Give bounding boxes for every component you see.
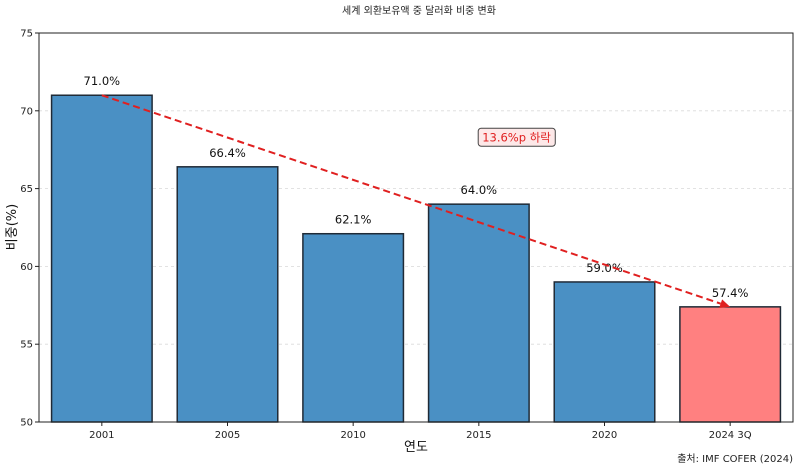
bar-2010 (302, 232, 405, 423)
annotation-box (477, 127, 556, 147)
bar-2024-3q (679, 306, 782, 423)
x-tick-label: 2001 (89, 430, 114, 441)
annotation-text: 13.6%p 하락 (482, 130, 551, 144)
bar-2015 (427, 203, 530, 423)
chart-title: 세계 외환보유액 중 달러화 비중 변화 (342, 5, 496, 17)
trend-arrow: 13.6%p 하락 (101, 94, 731, 308)
bar-2001 (50, 94, 153, 423)
source-note: 출처: IMF COFER (2024) (677, 453, 793, 465)
bar-2020 (553, 281, 656, 423)
y-tick-label: 70 (20, 106, 33, 117)
x-axis-ticks: 2001 2005 2010 2015 2020 2024 3Q (89, 422, 752, 441)
x-tick-label: 2015 (466, 430, 491, 441)
bar-value-label: 64.0% (461, 183, 498, 197)
bar-value-label: 66.4% (209, 146, 246, 160)
bars (50, 94, 782, 423)
x-tick-label: 2024 3Q (709, 430, 752, 441)
x-axis-label: 연도 (404, 440, 428, 455)
trend-line (101, 94, 722, 305)
bar-value-label: 62.1% (335, 213, 372, 227)
y-tick-label: 60 (20, 262, 33, 273)
bar-value-label: 59.0% (586, 261, 623, 275)
y-tick-label: 55 (20, 340, 33, 351)
bar-value-label: 57.4% (712, 286, 749, 300)
x-tick-label: 2005 (215, 430, 240, 441)
trend-annotation: 13.6%p 하락 (477, 127, 556, 147)
y-tick-label: 65 (20, 184, 33, 195)
x-tick-label: 2010 (340, 430, 365, 441)
x-tick-label: 2020 (592, 430, 617, 441)
bar-2005 (176, 166, 279, 423)
bar-value-label: 71.0% (84, 74, 121, 88)
y-axis-label: 비중(%) (5, 204, 20, 250)
value-labels: 71.0% 66.4% 62.1% 64.0% 59.0% 57.4% (84, 74, 749, 300)
trend-arrowhead (719, 299, 731, 308)
y-axis-ticks: 50 55 60 65 70 75 (20, 29, 39, 429)
y-tick-label: 75 (20, 29, 33, 40)
plot-frame (38, 32, 794, 423)
y-tick-label: 50 (20, 418, 33, 429)
